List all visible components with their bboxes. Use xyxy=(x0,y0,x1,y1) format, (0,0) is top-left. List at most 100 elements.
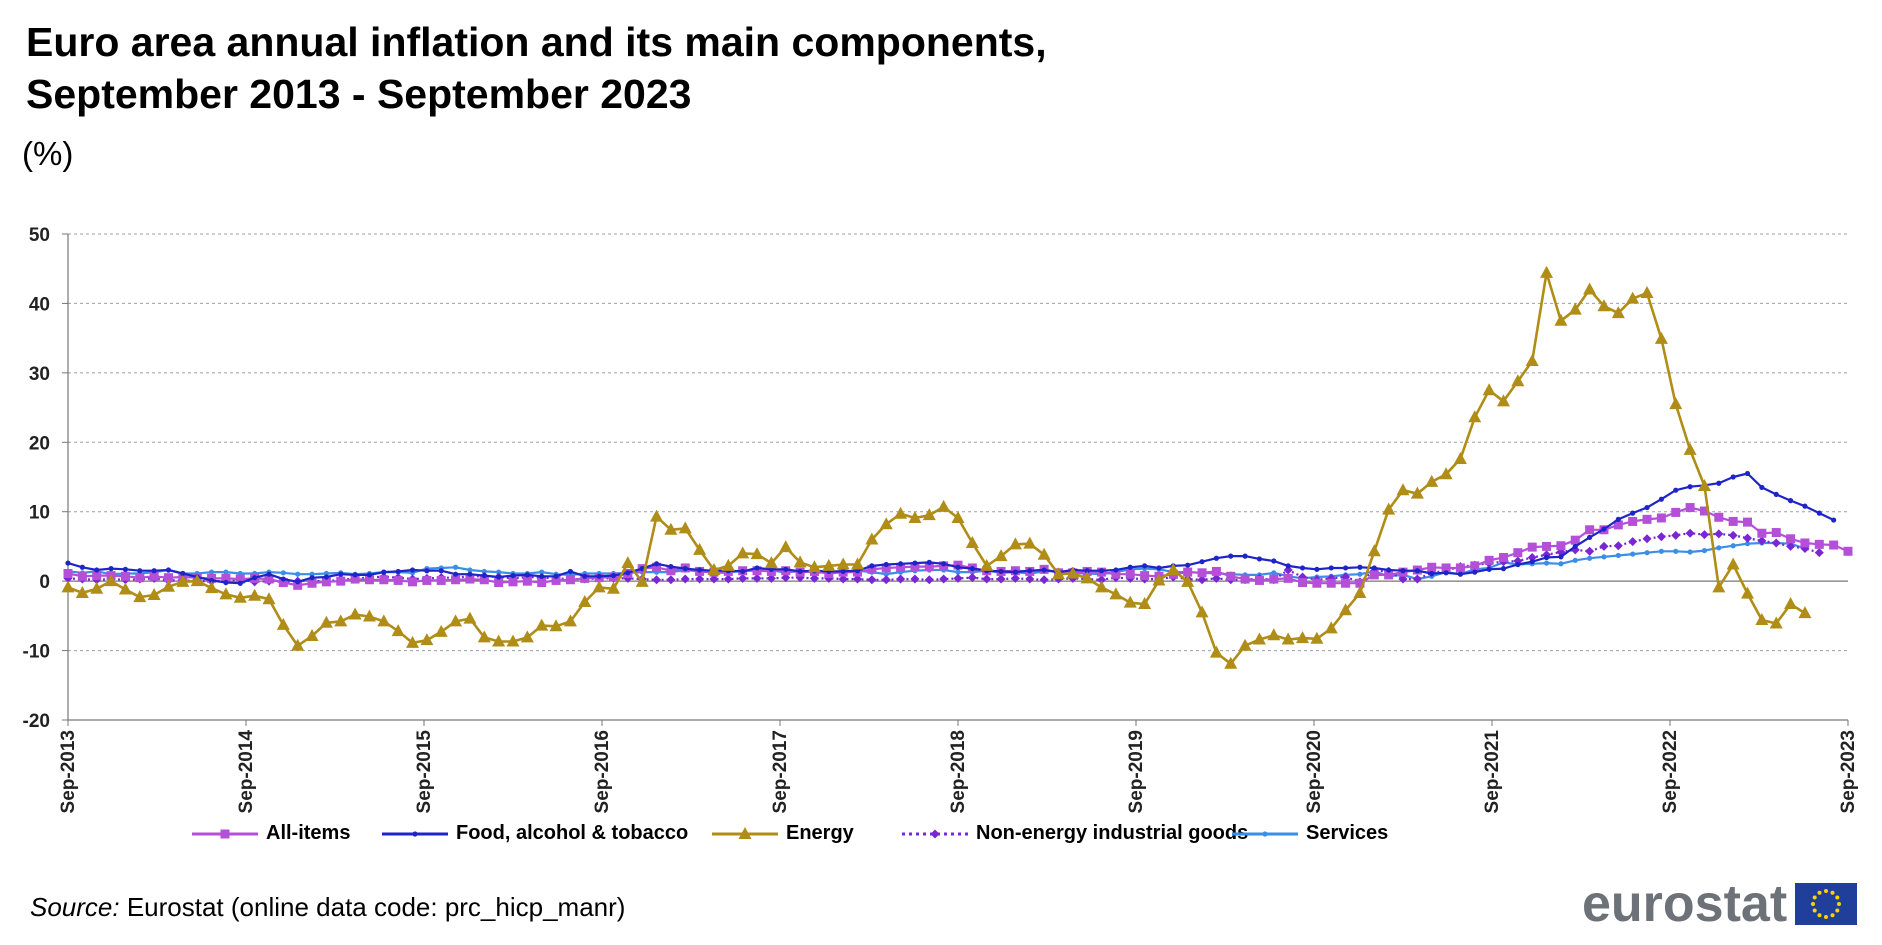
source-label: Source: xyxy=(30,892,120,922)
data-point xyxy=(1741,587,1754,599)
data-point xyxy=(1262,831,1267,836)
data-point xyxy=(568,569,573,574)
data-point xyxy=(1501,566,1506,571)
data-point xyxy=(424,568,429,573)
data-point xyxy=(420,633,433,645)
data-point xyxy=(119,582,132,594)
data-point xyxy=(379,575,388,584)
data-point xyxy=(1641,286,1654,298)
data-point xyxy=(1214,556,1219,561)
data-point xyxy=(412,831,417,836)
x-tick-label: Sep-2014 xyxy=(236,730,257,814)
data-point xyxy=(80,565,85,570)
data-point xyxy=(841,569,846,574)
legend: All-items Food, alcohol & tobacco Energy No… xyxy=(190,822,1750,852)
data-point xyxy=(1644,550,1649,555)
data-point xyxy=(537,578,546,587)
data-point xyxy=(797,569,802,574)
y-tick-label: 40 xyxy=(29,294,50,315)
legend-label: Food, alcohol & tobacco xyxy=(456,822,688,845)
data-point xyxy=(64,569,73,578)
data-point xyxy=(625,570,630,575)
data-point xyxy=(1499,553,1508,562)
data-point xyxy=(1687,549,1692,554)
legend-swatch xyxy=(900,824,970,844)
data-point xyxy=(1386,567,1391,572)
data-point xyxy=(779,540,792,552)
data-point xyxy=(952,511,965,523)
data-point xyxy=(1472,570,1477,575)
eurostat-logo: eurostat xyxy=(1582,876,1857,932)
data-point xyxy=(1242,554,1247,559)
data-point xyxy=(463,612,476,624)
data-point xyxy=(1687,484,1692,489)
data-point xyxy=(65,560,70,565)
legend-label: Energy xyxy=(786,822,854,845)
x-tick-label: Sep-2018 xyxy=(948,730,969,813)
data-point xyxy=(352,572,357,577)
data-point xyxy=(1702,548,1707,553)
data-point xyxy=(1528,543,1537,552)
flag-star xyxy=(1835,909,1839,913)
data-point xyxy=(697,567,702,572)
data-point xyxy=(1844,547,1853,556)
data-point xyxy=(496,574,501,579)
series-energy xyxy=(62,266,1812,669)
data-point xyxy=(1614,541,1623,550)
data-point xyxy=(1757,529,1766,538)
x-tick-label: Sep-2013 xyxy=(58,730,79,813)
data-point xyxy=(1630,511,1635,516)
data-point xyxy=(1729,517,1738,526)
data-point xyxy=(1727,557,1740,569)
data-point xyxy=(896,575,905,584)
data-point xyxy=(1397,483,1410,495)
data-point xyxy=(1815,548,1824,557)
data-point xyxy=(349,607,362,619)
legend-item: Non-energy industrial goods xyxy=(900,822,1248,845)
data-point xyxy=(1198,568,1207,577)
data-point xyxy=(621,556,634,568)
data-point xyxy=(1210,646,1223,658)
data-point xyxy=(1599,542,1608,551)
data-point xyxy=(1199,559,1204,564)
y-tick-label: 30 xyxy=(29,364,50,385)
data-point xyxy=(137,568,142,573)
data-point xyxy=(1573,544,1578,549)
x-tick-label: Sep-2015 xyxy=(414,730,435,814)
data-point xyxy=(281,576,286,581)
data-point xyxy=(523,577,532,586)
data-point xyxy=(1731,543,1736,548)
eu-flag-icon xyxy=(1795,883,1857,925)
data-point xyxy=(668,564,673,569)
data-point xyxy=(1271,558,1276,563)
data-point xyxy=(1829,541,1838,550)
data-point xyxy=(1657,532,1666,541)
data-point xyxy=(1669,397,1682,409)
data-point xyxy=(1487,567,1492,572)
y-tick-label: -10 xyxy=(23,642,50,663)
legend-item: Food, alcohol & tobacco xyxy=(380,822,688,845)
data-point xyxy=(1542,542,1551,551)
data-point xyxy=(666,575,675,584)
data-point xyxy=(1628,517,1637,526)
data-point xyxy=(1587,556,1592,561)
data-point xyxy=(94,567,99,572)
data-point xyxy=(221,829,230,838)
data-point xyxy=(1483,383,1496,395)
data-point xyxy=(1544,560,1549,565)
data-point xyxy=(1583,283,1596,295)
data-point xyxy=(783,567,788,572)
x-tick-label: Sep-2022 xyxy=(1660,730,1681,813)
x-tick-label: Sep-2021 xyxy=(1482,730,1503,814)
data-point xyxy=(1659,497,1664,502)
data-point xyxy=(1573,558,1578,563)
data-point xyxy=(435,625,448,637)
data-point xyxy=(1368,544,1381,556)
data-point xyxy=(1743,518,1752,527)
legend-label: Non-energy industrial goods xyxy=(976,822,1248,845)
data-point xyxy=(1644,505,1649,510)
data-point xyxy=(1343,565,1348,570)
data-point xyxy=(1817,511,1822,516)
data-point xyxy=(1284,574,1293,583)
data-point xyxy=(78,572,87,581)
